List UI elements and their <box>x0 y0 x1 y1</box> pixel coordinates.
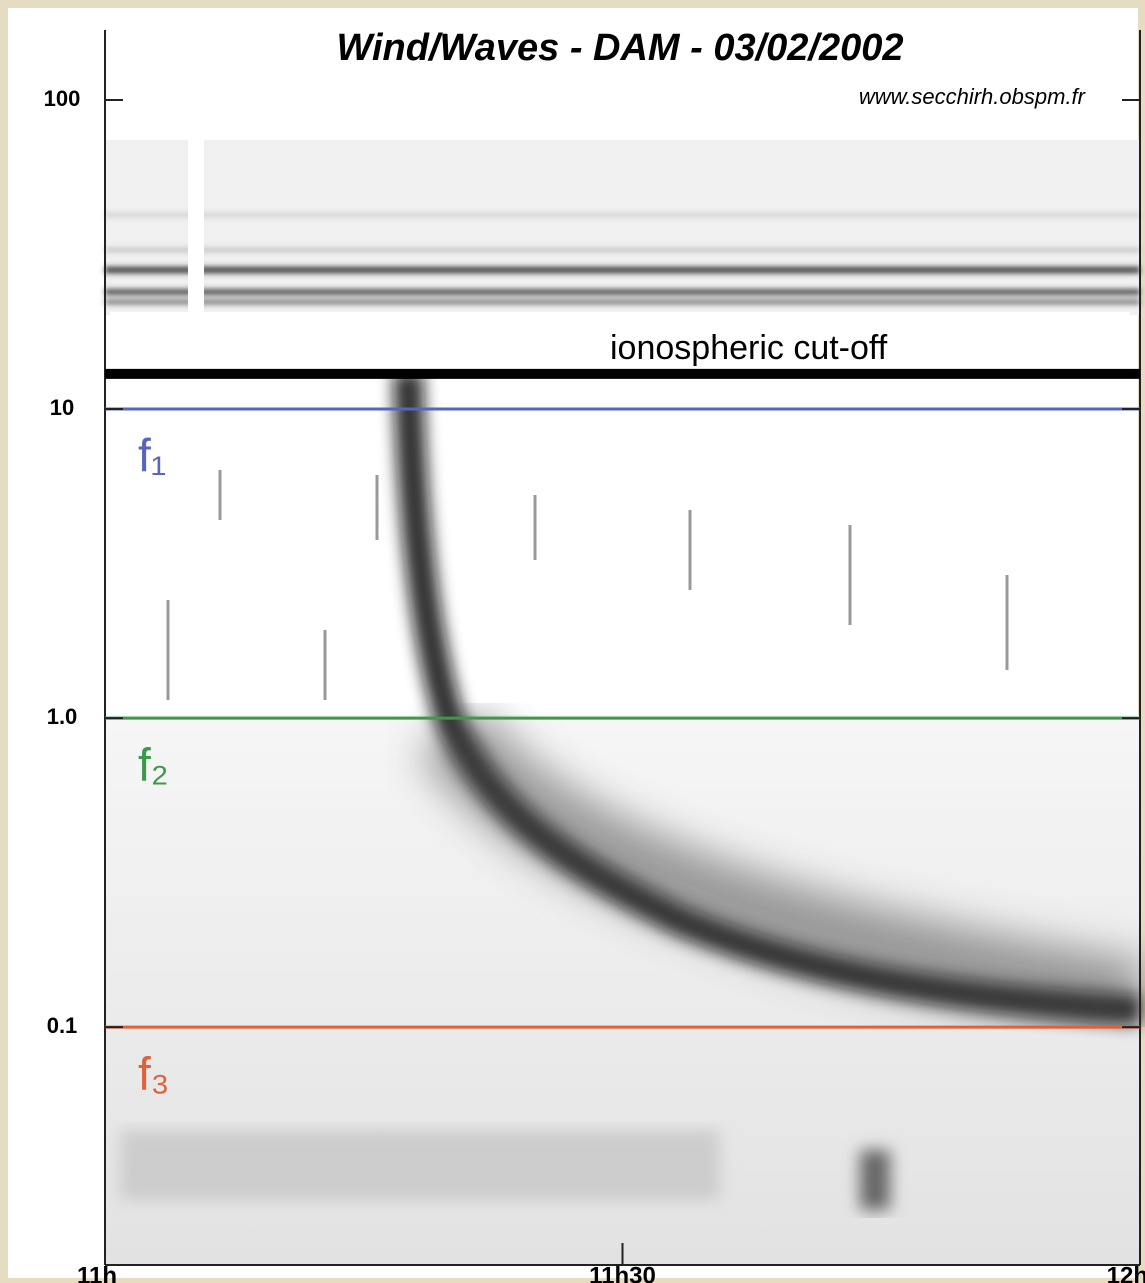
reference-label: f₃ <box>138 1047 170 1099</box>
y-tick-label: 100 <box>44 86 81 111</box>
annotation-label: ionospheric cut-off <box>610 329 888 367</box>
chart-subtitle: www.secchirh.obspm.fr <box>859 84 1087 109</box>
x-tick-label: 11h <box>77 1262 117 1283</box>
x-tick-label: 12h <box>1107 1262 1145 1283</box>
chart-title: Wind/Waves - DAM - 03/02/2002 <box>336 27 903 69</box>
reference-label: f₁ <box>138 429 166 481</box>
y-tick-label: 0.1 <box>47 1013 78 1038</box>
y-tick-label: 1.0 <box>47 704 78 729</box>
reference-label: f₂ <box>138 738 169 790</box>
x-tick-label: 11h30 <box>589 1262 656 1283</box>
y-tick-label: 10 <box>50 395 74 420</box>
spectrogram <box>105 140 1145 1265</box>
annotation-box <box>110 311 1130 372</box>
